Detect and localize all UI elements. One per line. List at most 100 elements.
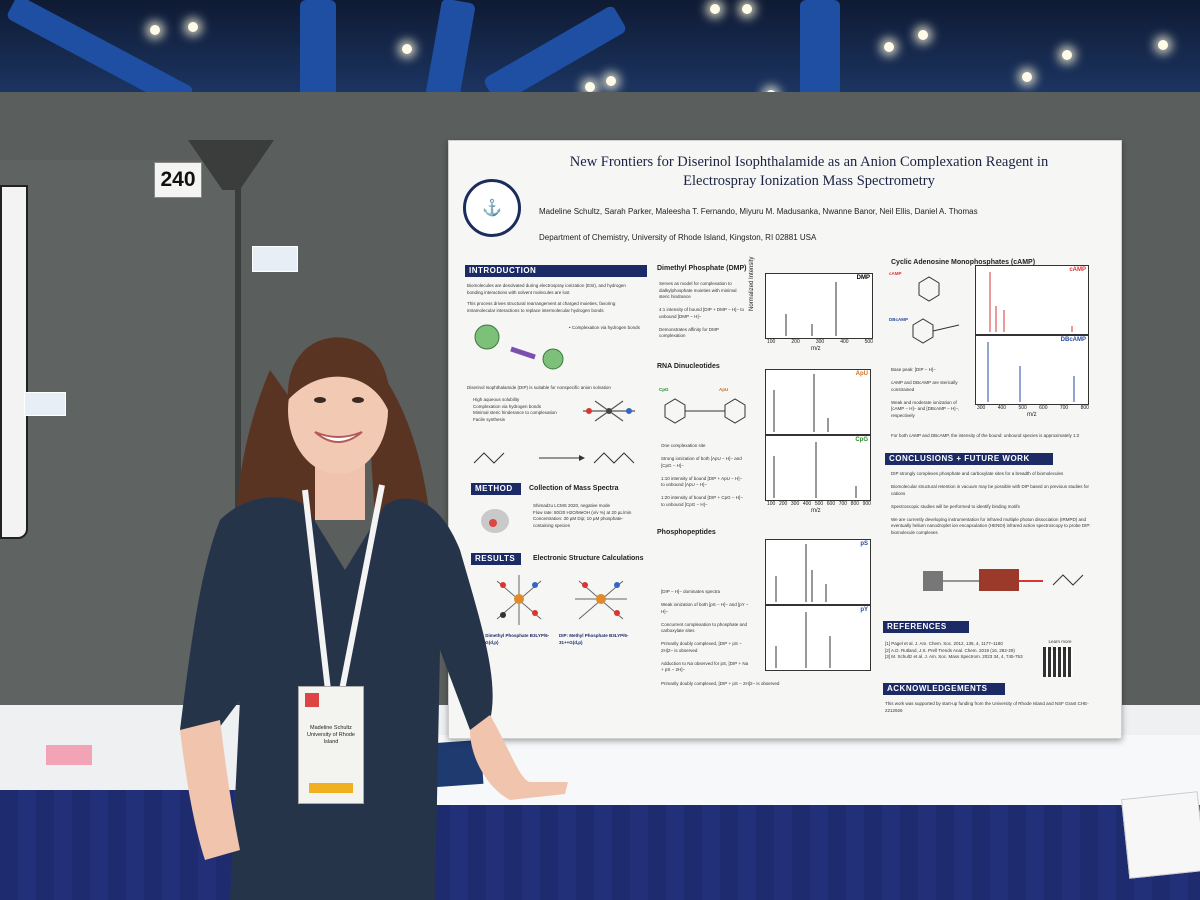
dmp-point: Demonstrates affinity for DMP complexati… — [659, 326, 719, 339]
ceiling-light — [606, 76, 616, 86]
plot-tag-ps: pS — [860, 541, 868, 547]
phospho-footnote: Primarily doubly complexed, [DIP + pS − … — [661, 681, 780, 686]
spectrum-ps-peaks — [775, 544, 827, 602]
x-tick: 400 — [802, 501, 812, 507]
label-dbcamp: DBcAMP — [889, 317, 909, 322]
camp-point-list: Base peak: [DIP − H]− cAMP and DBcAMP ar… — [891, 367, 969, 419]
spectrum-dbcamp: DBcAMP — [975, 335, 1089, 405]
x-ticks-rna: 100 200 300 400 500 600 700 800 900 — [767, 501, 871, 507]
spectrum-cpg-peaks — [773, 442, 857, 498]
x-tick: 500 — [814, 501, 824, 507]
x-tick: 800 — [850, 501, 860, 507]
x-axis-label: m/z — [1027, 412, 1037, 418]
booth-number: 240 — [154, 162, 202, 198]
acknowledgement-text: This work was supported by start-up fund… — [885, 701, 1089, 713]
x-tick: 400 — [840, 339, 849, 345]
x-tick: 500 — [1018, 405, 1027, 411]
poster-title: New Frontiers for Diserinol Isophthalami… — [529, 153, 1089, 191]
spectrum-ps: pS — [765, 539, 871, 605]
x-axis-label: m/z — [811, 346, 821, 352]
university-seal: ⚓ — [463, 179, 521, 237]
dip-point: High aqueous solubility — [473, 397, 520, 402]
method-point: Flow rate: 80/20 H2O/MeOH (v/v %) at 20 … — [533, 509, 632, 515]
mp-complex-model — [575, 580, 627, 620]
dinucleotide-structures — [664, 398, 746, 424]
camp-point: Base peak: [DIP − H]− — [891, 367, 936, 372]
spectrum-py-peaks — [775, 612, 831, 668]
badge-text: Madeline Schultz University of Rhode Isl… — [303, 725, 359, 746]
x-tick: 600 — [1039, 405, 1048, 411]
label-apu: ApU — [719, 387, 729, 392]
paper-handout — [1121, 791, 1200, 879]
plot-tag-py: pY — [860, 607, 868, 613]
x-tick: 700 — [1059, 405, 1069, 411]
x-tick: 100 — [767, 339, 776, 345]
method-point-list: Shimadzu LCMS 2020, negative mode Flow r… — [533, 503, 643, 529]
subhead-phospho: Phosphopeptides — [657, 529, 716, 536]
dip-synthesis-scheme — [473, 452, 635, 464]
qr-sticker — [24, 392, 66, 416]
badge-logo — [305, 693, 319, 707]
research-poster: ⚓ New Frontiers for Diserinol Isophthala… — [448, 140, 1122, 739]
dmp-point-list: Serves as model for complexation to dial… — [659, 281, 745, 340]
section-acknowledgements: Acknowledgements — [883, 683, 1005, 695]
presenter-person — [180, 337, 568, 900]
spectrum-dbcamp-peaks — [987, 342, 1075, 402]
label-cpg: CpG — [659, 387, 669, 392]
plot-tag-apu: ApU — [855, 371, 868, 377]
esi-source-diagram — [481, 509, 509, 533]
ceiling-light — [1158, 40, 1168, 50]
x-tick: 600 — [826, 501, 836, 507]
x-tick: 200 — [791, 339, 800, 345]
intro-text: This process drives structural rearrange… — [467, 301, 616, 313]
conclusion-point: DIP strongly complexes phosphate and car… — [891, 471, 1064, 476]
reference: [3] M. Schultz et al. J. Am. Soc. Mass S… — [885, 654, 1023, 659]
subhead-collection: Collection of Mass Spectra — [529, 485, 619, 492]
poster-title-line: New Frontiers for Diserinol Isophthalami… — [569, 154, 1049, 170]
x-tick: 200 — [778, 501, 788, 507]
dip-structure-model — [583, 400, 635, 422]
camp-ratio: For both cAMP and DBcAMP, the intensity … — [891, 433, 1080, 438]
dip-text: Diserinol Isophthalamide (DIP) is suitab… — [467, 385, 611, 390]
lanyard — [302, 484, 385, 691]
ceiling-beam — [482, 4, 628, 106]
rna-point: 1:20 intensity of bound [DIP + CpG − H]−… — [661, 495, 743, 507]
dip-point-list: High aqueous solubility Complexation via… — [473, 397, 583, 423]
spectrum-dmp-peaks — [785, 282, 837, 336]
result-label-mp: DIP: Methyl Phosphate B3LYP/6-31++G(d,p) — [559, 633, 629, 645]
right-hand — [470, 715, 568, 800]
x-tick: 300 — [815, 339, 825, 345]
x-tick: 500 — [864, 339, 873, 345]
plot-tag-dbcamp: DBcAMP — [1060, 337, 1086, 343]
phospho-point: Adduction to Na observed for pS, [DIP + … — [661, 660, 749, 673]
dmp-point: 4:1 intensity of bound [DIP + DMP − H]− … — [659, 307, 745, 319]
badge-name: Madeline Schultz — [310, 725, 352, 731]
eye — [314, 397, 326, 403]
badge-ribbon — [309, 783, 353, 793]
left-arm — [180, 720, 240, 860]
spectrum-cpg: CpG — [765, 435, 871, 501]
ceiling-pillar — [800, 0, 840, 110]
ceiling-light — [585, 82, 595, 92]
result-label-dmp: DIP: Dimethyl Phosphate B3LYP/6-31++G(d,… — [475, 633, 550, 645]
ceiling-light — [188, 22, 198, 32]
spectrum-camp: cAMP — [975, 265, 1089, 335]
instrument-schematic — [923, 569, 1084, 591]
camp-point: cAMP and DBcAMP are sterically constrain… — [891, 380, 958, 392]
biomolecule-illustration — [474, 324, 564, 370]
reference: [1] Pagel et al. J. Am. Chem. Soc. 2012,… — [885, 641, 1003, 646]
rna-point-list: One complexation site Strong ionization … — [661, 443, 747, 508]
subhead-rna: RNA Dinucleotides — [657, 363, 720, 370]
x-tick: 100 — [767, 501, 776, 507]
section-results: Results — [471, 553, 521, 565]
name-badge: Madeline Schultz University of Rhode Isl… — [298, 686, 364, 804]
section-conclusions: Conclusions + Future Work — [885, 453, 1053, 465]
smile — [314, 431, 363, 443]
section-references: References — [883, 621, 969, 633]
x-axis-label: m/z — [811, 508, 821, 514]
x-ticks-camp: 300 400 500 600 700 800 — [977, 405, 1089, 411]
x-tick: 700 — [838, 501, 848, 507]
subhead-dmp: Dimethyl Phosphate (DMP) — [657, 265, 747, 272]
plot-tag-cpg: CpG — [855, 437, 868, 443]
spectrum-apu: ApU — [765, 369, 871, 435]
